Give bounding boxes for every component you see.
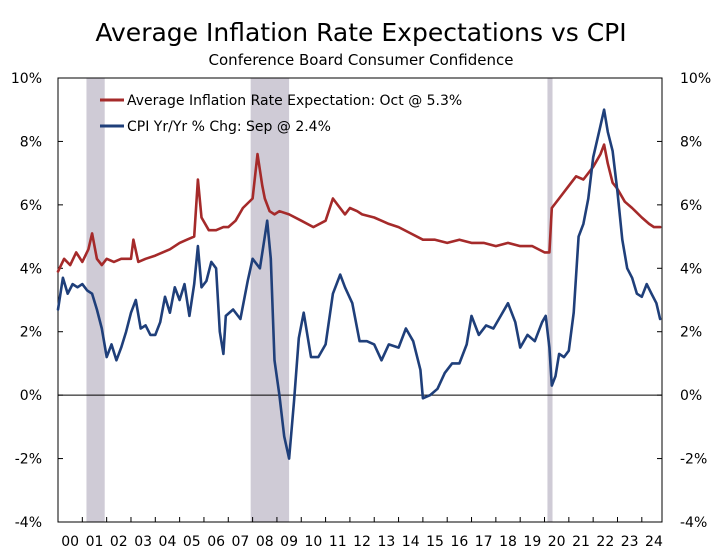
x-tick-label-15: 15 — [426, 534, 444, 550]
x-tick-label-0: 00 — [61, 534, 79, 550]
recession-band-0 — [86, 78, 105, 522]
y-tick-label-right-2: 0% — [680, 388, 702, 404]
axis-frame — [57, 77, 663, 523]
x-tick-label-4: 04 — [159, 534, 177, 550]
x-tick-label-12: 12 — [353, 534, 371, 550]
x-tick-label-20: 20 — [548, 534, 566, 550]
y-tick-label-left-7: 10% — [11, 71, 42, 87]
y-tick-label-left-2: 0% — [20, 388, 42, 404]
x-tick-label-5: 05 — [183, 534, 201, 550]
recession-shading — [86, 78, 553, 522]
x-tick-label-21: 21 — [572, 534, 590, 550]
legend-label-cpi: CPI Yr/Yr % Chg: Sep @ 2.4% — [127, 119, 331, 135]
y-tick-label-left-3: 2% — [20, 325, 42, 341]
x-tick-label-23: 23 — [621, 534, 639, 550]
x-tick-label-24: 24 — [645, 534, 663, 550]
y-tick-label-right-7: 10% — [680, 71, 711, 87]
y-tick-label-left-1: -2% — [15, 452, 42, 468]
y-tick-label-right-5: 6% — [680, 198, 702, 214]
chart-title: Average Inflation Rate Expectations vs C… — [95, 18, 626, 47]
y-tick-label-left-4: 4% — [20, 261, 42, 277]
x-tick-label-10: 10 — [305, 534, 323, 550]
legend-label-expectations: Average Inflation Rate Expectation: Oct … — [127, 93, 462, 109]
series-lines — [56, 108, 662, 460]
x-tick-label-17: 17 — [475, 534, 493, 550]
x-tick-label-13: 13 — [377, 534, 395, 550]
y-tick-label-right-0: -4% — [680, 515, 707, 531]
x-tick-label-6: 06 — [207, 534, 225, 550]
y-tick-label-right-6: 8% — [680, 134, 702, 150]
x-tick-label-11: 11 — [329, 534, 347, 550]
plot-frame — [57, 77, 663, 523]
series-line-0 — [56, 143, 662, 273]
recession-band-1 — [250, 78, 290, 522]
x-tick-label-22: 22 — [596, 534, 614, 550]
x-tick-label-14: 14 — [402, 534, 420, 550]
x-tick-label-7: 07 — [232, 534, 250, 550]
y-tick-label-left-6: 8% — [20, 134, 42, 150]
y-tick-label-left-5: 6% — [20, 198, 42, 214]
x-tick-label-18: 18 — [499, 534, 517, 550]
x-tick-label-9: 09 — [280, 534, 298, 550]
x-tick-label-2: 02 — [110, 534, 128, 550]
series-line-1 — [56, 108, 662, 460]
y-tick-label-right-3: 2% — [680, 325, 702, 341]
recession-band-2 — [547, 78, 553, 522]
x-tick-label-3: 03 — [134, 534, 152, 550]
x-tick-label-8: 08 — [256, 534, 274, 550]
tick-labels: -4% -4% -2% -2% 0% 0% 2% 2% 4% 4% 6% 6% 8% 8% 10% 10% 00… — [11, 71, 711, 550]
legend: Average Inflation Rate Expectation: Oct … — [100, 93, 462, 135]
chart-subtitle: Conference Board Consumer Confidence — [209, 51, 514, 69]
y-tick-label-right-4: 4% — [680, 261, 702, 277]
y-tick-label-right-1: -2% — [680, 452, 707, 468]
x-tick-label-1: 01 — [86, 534, 104, 550]
x-tick-label-16: 16 — [450, 534, 468, 550]
x-tick-label-19: 19 — [523, 534, 541, 550]
y-tick-label-left-0: -4% — [15, 515, 42, 531]
